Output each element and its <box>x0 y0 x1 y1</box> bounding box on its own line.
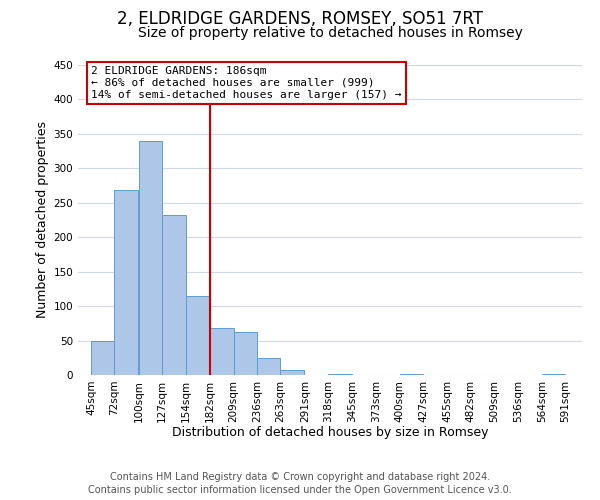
Y-axis label: Number of detached properties: Number of detached properties <box>36 122 49 318</box>
X-axis label: Distribution of detached houses by size in Romsey: Distribution of detached houses by size … <box>172 426 488 439</box>
Bar <box>91 340 115 375</box>
Bar <box>186 296 209 375</box>
Title: Size of property relative to detached houses in Romsey: Size of property relative to detached ho… <box>137 26 523 40</box>
Bar <box>210 328 233 375</box>
Text: 2 ELDRIDGE GARDENS: 186sqm
← 86% of detached houses are smaller (999)
14% of sem: 2 ELDRIDGE GARDENS: 186sqm ← 86% of deta… <box>91 66 401 100</box>
Bar <box>233 332 257 375</box>
Bar <box>280 370 304 375</box>
Text: 2, ELDRIDGE GARDENS, ROMSEY, SO51 7RT: 2, ELDRIDGE GARDENS, ROMSEY, SO51 7RT <box>117 10 483 28</box>
Bar <box>115 190 138 375</box>
Bar <box>257 358 280 375</box>
Bar <box>139 141 162 375</box>
Text: Contains HM Land Registry data © Crown copyright and database right 2024.
Contai: Contains HM Land Registry data © Crown c… <box>88 472 512 495</box>
Bar <box>542 374 565 375</box>
Bar <box>400 374 423 375</box>
Bar <box>162 215 186 375</box>
Bar <box>328 374 352 375</box>
